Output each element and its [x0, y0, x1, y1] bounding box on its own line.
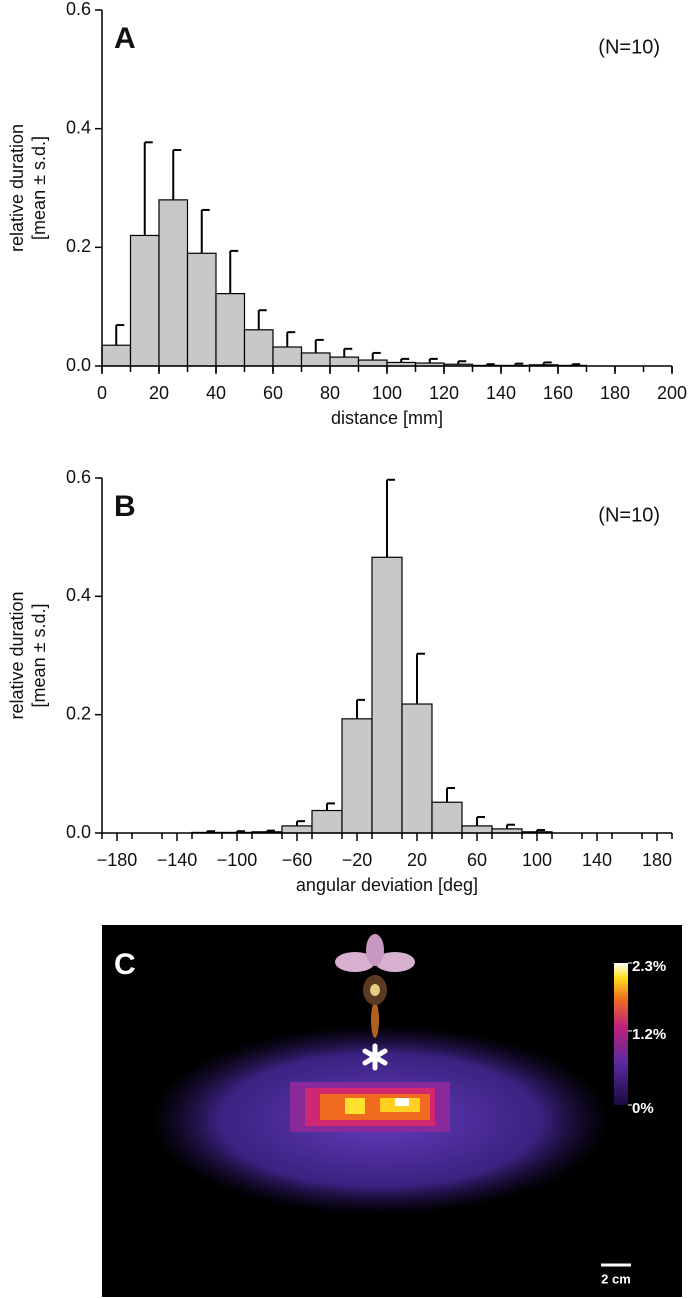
y-axis-label: relative duration: [7, 124, 27, 252]
x-tick-label: 40: [206, 383, 226, 403]
bar: [300, 352, 331, 367]
colorbar-tick-label: 1.2%: [632, 1026, 666, 1043]
x-tick-label: 120: [429, 383, 459, 403]
x-tick-label: 100: [522, 850, 552, 870]
bar: [401, 703, 433, 834]
x-tick-label: 0: [97, 383, 107, 403]
x-tick-label: 100: [372, 383, 402, 403]
x-tick-label: 80: [320, 383, 340, 403]
x-tick-label: 200: [657, 383, 687, 403]
colorbar-tick-label: 0%: [632, 1100, 654, 1117]
bar: [243, 329, 274, 367]
x-tick-label: −180: [97, 850, 138, 870]
x-tick-label: −140: [157, 850, 198, 870]
x-tick-label: 180: [642, 850, 672, 870]
colorbar: [614, 963, 628, 1105]
bar: [341, 718, 373, 834]
x-tick-label: −100: [217, 850, 258, 870]
y-tick-label: 0.0: [66, 822, 91, 842]
x-axis-label: angular deviation [deg]: [296, 875, 478, 895]
bar: [272, 346, 303, 367]
colorbar-tick-label: 2.3%: [632, 958, 666, 975]
y-tick-label: 0.6: [66, 0, 91, 19]
panel-label: C: [114, 948, 136, 981]
y-tick-label: 0.4: [66, 117, 91, 137]
heatmap-region: [345, 1098, 365, 1114]
y-axis-label: [mean ± s.d.]: [29, 604, 49, 708]
heatmap-region: [395, 1098, 409, 1106]
x-axis-label: distance [mm]: [331, 408, 443, 428]
x-tick-label: 160: [543, 383, 573, 403]
x-tick-label: 60: [467, 850, 487, 870]
bar: [281, 825, 313, 834]
scale-bar-label: 2 cm: [601, 1271, 631, 1286]
y-tick-label: 0.2: [66, 703, 91, 723]
bar: [431, 801, 463, 834]
x-tick-label: 140: [582, 850, 612, 870]
x-tick-label: 20: [407, 850, 427, 870]
y-tick-label: 0.2: [66, 236, 91, 256]
bar: [329, 356, 360, 367]
bar: [461, 825, 493, 834]
y-tick-label: 0.6: [66, 467, 91, 487]
y-tick-label: 0.0: [66, 355, 91, 375]
x-tick-label: −20: [342, 850, 373, 870]
target-marker: [362, 1043, 388, 1071]
x-tick-label: −60: [282, 850, 313, 870]
annotation: (N=10): [598, 504, 660, 526]
y-tick-label: 0.4: [66, 585, 91, 605]
y-axis-label: [mean ± s.d.]: [29, 136, 49, 240]
bar: [129, 234, 160, 367]
x-tick-label: 180: [600, 383, 630, 403]
panel-label: A: [114, 22, 136, 55]
heatmap-panel: [102, 925, 682, 1297]
bar: [371, 556, 403, 834]
x-tick-label: 140: [486, 383, 516, 403]
flower: [335, 934, 415, 1038]
y-axis-label: relative duration: [7, 591, 27, 719]
bar: [101, 344, 132, 367]
bar: [158, 199, 189, 367]
bar: [215, 293, 246, 367]
bar: [357, 359, 388, 367]
bar: [311, 809, 343, 834]
panel-label: B: [114, 490, 136, 523]
x-tick-label: 60: [263, 383, 283, 403]
x-tick-label: 20: [149, 383, 169, 403]
annotation: (N=10): [598, 36, 660, 58]
bar: [186, 252, 217, 367]
